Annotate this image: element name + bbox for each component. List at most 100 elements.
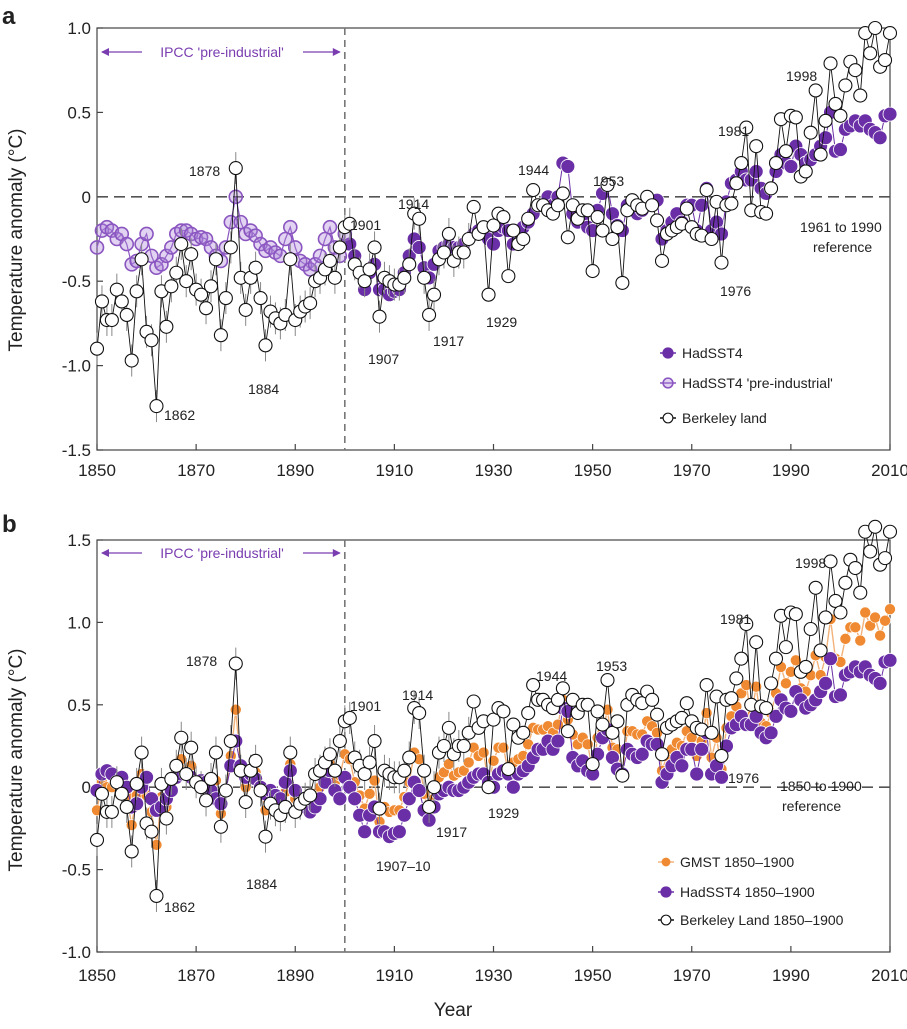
annotation: 1917 xyxy=(433,333,464,349)
data-point xyxy=(362,262,377,277)
data-point xyxy=(477,746,490,759)
series-hadsst4-pre-industrial- xyxy=(89,189,353,277)
data-point xyxy=(882,26,898,41)
annotation: 1862 xyxy=(164,899,195,915)
data-point xyxy=(689,766,705,782)
data-point xyxy=(877,551,893,566)
data-point xyxy=(823,554,838,569)
data-point xyxy=(833,142,848,157)
annotation: 1884 xyxy=(246,876,277,892)
data-point xyxy=(223,240,238,255)
data-point xyxy=(322,747,337,762)
data-point xyxy=(184,247,199,262)
data-point xyxy=(228,189,244,205)
data-point xyxy=(750,680,762,693)
data-point xyxy=(248,260,263,275)
data-point xyxy=(391,824,407,840)
x-tick-label: 1910 xyxy=(375,461,413,480)
data-point xyxy=(125,819,138,831)
data-point xyxy=(223,214,239,230)
data-point xyxy=(422,799,437,815)
reference-label-a-2: reference xyxy=(813,239,872,255)
annotation: 1917 xyxy=(436,824,467,840)
data-point xyxy=(327,763,342,778)
annotation: 1944 xyxy=(518,162,549,178)
data-point xyxy=(654,253,670,268)
annotation: 1862 xyxy=(164,407,195,423)
data-point xyxy=(595,223,610,238)
data-point xyxy=(194,287,209,302)
data-point xyxy=(560,724,575,739)
data-point xyxy=(159,811,174,826)
data-point xyxy=(848,63,863,78)
x-tick-label: 1990 xyxy=(772,461,810,480)
data-point xyxy=(322,219,338,235)
data-point xyxy=(496,210,511,225)
data-point xyxy=(159,248,174,264)
annotation: 1953 xyxy=(596,658,627,674)
data-point xyxy=(854,634,867,647)
annotation: 1929 xyxy=(486,314,517,330)
y-tick-label: 1.0 xyxy=(67,19,91,38)
data-point xyxy=(456,245,471,260)
annotation: 1998 xyxy=(795,555,826,571)
data-point xyxy=(218,783,233,798)
y-axis-label-a: Temperature anomaly (°C) xyxy=(6,128,27,351)
data-point xyxy=(174,730,189,745)
arrowhead-left-icon xyxy=(101,48,109,56)
data-point xyxy=(303,788,318,803)
annotation: 1944 xyxy=(536,668,567,684)
data-point xyxy=(412,705,427,721)
annotation: 1914 xyxy=(398,196,429,212)
data-point xyxy=(853,585,868,600)
annotation: 1981 xyxy=(720,611,751,627)
data-point xyxy=(759,701,774,716)
data-point xyxy=(763,676,779,691)
arrowhead-left-icon xyxy=(101,549,109,557)
data-point xyxy=(868,20,883,36)
panel-a: 1850 1870 1890 1910 1930 1950 1970 1990 2010 -1.5… xyxy=(6,19,907,480)
data-point xyxy=(422,307,437,323)
data-point xyxy=(283,745,298,760)
data-point xyxy=(282,219,298,235)
data-point xyxy=(645,692,660,707)
data-point xyxy=(119,307,134,323)
data-point xyxy=(849,621,862,634)
x-tick-label: 1910 xyxy=(375,966,413,985)
data-point xyxy=(853,88,868,103)
data-point xyxy=(248,228,263,243)
data-point xyxy=(679,201,694,216)
data-point xyxy=(605,231,620,247)
data-point xyxy=(780,677,792,690)
data-point xyxy=(342,216,357,231)
annotation: 1907 xyxy=(368,351,399,367)
x-tick-label: 1950 xyxy=(574,461,612,480)
reference-label-b-2: reference xyxy=(782,798,841,814)
data-point xyxy=(218,291,233,306)
data-point xyxy=(869,611,881,624)
x-tick-label: 1850 xyxy=(78,461,116,480)
data-point xyxy=(89,341,105,356)
data-point xyxy=(798,164,813,179)
data-point xyxy=(818,130,833,146)
arrowhead-right-icon xyxy=(332,48,341,56)
annotation: 1901 xyxy=(350,698,381,714)
data-point xyxy=(436,245,451,260)
legend-label: HadSST4 xyxy=(682,345,743,361)
data-point xyxy=(848,560,863,576)
data-point xyxy=(749,139,764,154)
data-point xyxy=(516,725,531,740)
data-point xyxy=(768,708,784,724)
data-point xyxy=(694,197,710,213)
data-point xyxy=(367,240,382,255)
data-point xyxy=(704,725,719,740)
x-tick-label: 1870 xyxy=(177,461,215,480)
data-point xyxy=(555,681,570,696)
data-point xyxy=(833,605,848,620)
annotation: 1878 xyxy=(189,163,220,179)
data-point xyxy=(699,182,714,198)
data-point xyxy=(213,819,228,834)
data-point xyxy=(487,755,500,767)
data-point xyxy=(362,755,377,770)
data-point xyxy=(441,226,456,241)
